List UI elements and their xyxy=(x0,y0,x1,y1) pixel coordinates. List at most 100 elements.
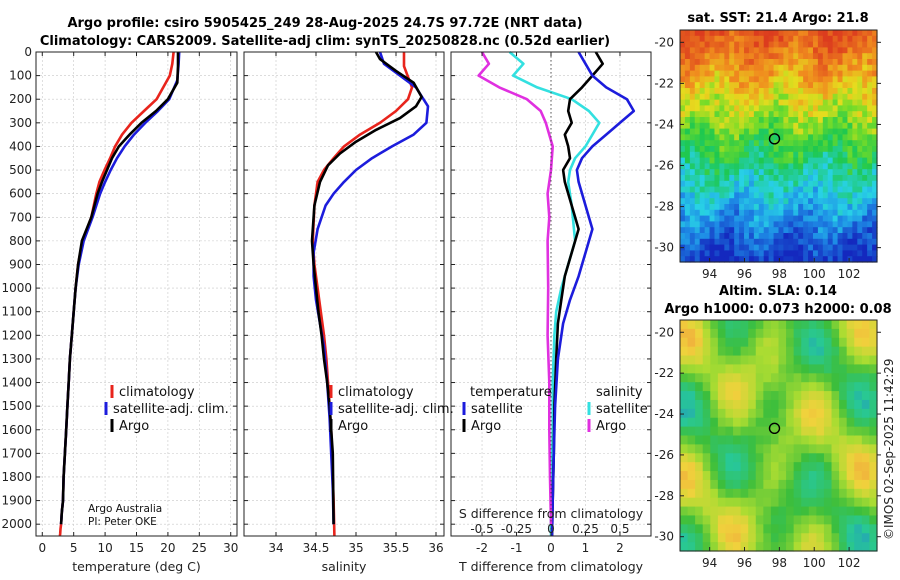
heatmap-cell xyxy=(846,515,855,525)
heatmap-cell xyxy=(778,198,785,205)
heatmap-cell xyxy=(823,533,833,543)
heatmap-cell xyxy=(714,151,720,159)
heatmap-cell xyxy=(714,204,720,211)
heatmap-cell xyxy=(846,533,855,543)
heatmap-cell xyxy=(709,151,716,159)
heatmap-cell xyxy=(867,30,873,37)
heatmap-cell xyxy=(827,70,834,77)
heatmap-cell xyxy=(861,337,871,348)
heatmap-cell xyxy=(778,128,785,135)
heatmap-cell xyxy=(709,93,716,101)
tick-label-y: 1600 xyxy=(1,423,32,437)
heatmap-cell xyxy=(857,99,863,106)
heatmap-cell xyxy=(729,59,735,66)
heatmap-cell xyxy=(867,76,873,83)
heatmap-cell xyxy=(773,204,780,211)
heatmap-cell xyxy=(773,111,780,118)
heatmap-cell xyxy=(808,227,814,234)
heatmap-cell xyxy=(753,233,760,240)
heatmap-cell xyxy=(808,524,817,534)
heatmap-cell xyxy=(867,256,873,263)
heatmap-cell xyxy=(852,30,858,37)
heatmap-cell xyxy=(842,140,849,147)
heatmap-cell xyxy=(748,35,755,43)
heatmap-cell xyxy=(823,435,833,445)
heatmap-cell xyxy=(768,250,775,257)
heatmap-cell xyxy=(832,175,839,182)
heatmap-cell xyxy=(803,105,809,112)
heatmap-cell xyxy=(778,399,787,410)
heatmap-cell xyxy=(793,140,799,147)
heatmap-cell xyxy=(724,151,730,159)
heatmap-cell xyxy=(695,542,704,552)
heatmap-cell xyxy=(755,497,764,508)
heatmap-cell xyxy=(854,328,863,339)
heatmap-cell xyxy=(842,198,849,205)
heatmap-cell xyxy=(768,233,775,240)
heatmap-cell xyxy=(808,364,817,374)
heatmap-cell xyxy=(862,215,868,222)
heatmap-cell xyxy=(680,337,689,348)
heatmap-cell xyxy=(803,175,809,182)
heatmap-cell xyxy=(773,244,780,251)
heatmap-cell xyxy=(687,408,696,419)
heatmap-cell xyxy=(812,105,819,112)
tick-label-y: 900 xyxy=(9,257,32,271)
heatmap-cell xyxy=(808,70,814,77)
heatmap-cell xyxy=(867,180,873,188)
heatmap-cell xyxy=(753,47,760,54)
heatmap-cell xyxy=(724,244,730,251)
heatmap-cell xyxy=(839,328,848,339)
heatmap-cell xyxy=(852,53,858,60)
heatmap-cell xyxy=(758,192,765,199)
heatmap-cell xyxy=(852,82,858,89)
heatmap-cell xyxy=(832,157,839,164)
heatmap-cell xyxy=(837,53,844,60)
heatmap-cell xyxy=(709,128,716,135)
heatmap-cell xyxy=(763,82,770,89)
heatmap-cell xyxy=(684,117,691,124)
heatmap-cell xyxy=(852,198,858,205)
heatmap-cell xyxy=(793,435,802,445)
heatmap-cell xyxy=(808,146,814,153)
heatmap-cell xyxy=(847,111,853,118)
heatmap-cell xyxy=(694,41,701,48)
heatmap-cell xyxy=(719,122,725,130)
heatmap-cell xyxy=(823,462,833,472)
tick-label-x: 100 xyxy=(803,556,826,570)
heatmap-cell xyxy=(803,250,809,257)
heatmap-cell xyxy=(699,30,706,37)
heatmap-cell xyxy=(768,122,775,130)
heatmap-cell xyxy=(812,163,819,170)
heatmap-cell xyxy=(694,64,701,72)
heatmap-cell xyxy=(748,515,757,525)
heatmap-cell xyxy=(763,111,770,118)
heatmap-cell xyxy=(816,346,825,357)
heatmap-cell xyxy=(689,47,696,54)
heatmap-cell xyxy=(862,250,868,257)
heatmap-cell xyxy=(817,209,824,217)
heatmap-cell xyxy=(739,82,745,89)
heatmap-cell xyxy=(710,524,719,534)
heatmap-cell xyxy=(763,435,772,445)
heatmap-cell xyxy=(827,157,834,164)
heatmap-cell xyxy=(857,215,863,222)
heatmap-cell xyxy=(861,488,871,499)
heatmap-cell xyxy=(748,238,755,246)
heatmap-cell xyxy=(748,76,755,83)
heatmap-cell xyxy=(788,64,794,72)
title-line2: Climatology: CARS2009. Satellite-adj cli… xyxy=(40,34,610,49)
heatmap-cell xyxy=(852,209,858,217)
heatmap-cell xyxy=(680,399,689,410)
heatmap-cell xyxy=(862,93,868,101)
heatmap-cell xyxy=(842,82,849,89)
heatmap-cell xyxy=(699,82,706,89)
heatmap-cell xyxy=(854,364,863,374)
heatmap-cell xyxy=(719,163,725,170)
heatmap-cell xyxy=(869,444,878,454)
heatmap-cell xyxy=(695,399,704,410)
heatmap-cell xyxy=(709,64,716,72)
heatmap-cell xyxy=(734,169,740,176)
heatmap-cell xyxy=(755,373,764,383)
